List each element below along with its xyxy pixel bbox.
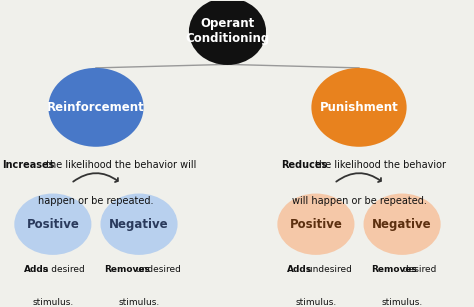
Text: a desired: a desired	[40, 265, 85, 274]
Text: the likelihood the behavior will: the likelihood the behavior will	[43, 160, 196, 170]
Text: Reinforcement: Reinforcement	[47, 101, 145, 114]
Text: Reduces: Reduces	[281, 160, 328, 170]
Ellipse shape	[48, 68, 144, 147]
Ellipse shape	[311, 68, 407, 147]
Text: happen or be repeated.: happen or be repeated.	[38, 196, 154, 206]
Ellipse shape	[189, 0, 266, 65]
Text: Removes: Removes	[104, 265, 150, 274]
Text: Positive: Positive	[27, 218, 79, 231]
Text: stimulus.: stimulus.	[295, 298, 337, 307]
Text: desired: desired	[400, 265, 437, 274]
Text: Increases: Increases	[2, 160, 55, 170]
Text: the likelihood the behavior: the likelihood the behavior	[312, 160, 447, 170]
Ellipse shape	[100, 193, 178, 255]
Text: Adds: Adds	[24, 265, 49, 274]
Text: will happen or be repeated.: will happen or be repeated.	[292, 196, 427, 206]
Text: undesired: undesired	[303, 265, 351, 274]
Text: undesired: undesired	[133, 265, 181, 274]
Text: Positive: Positive	[290, 218, 342, 231]
Ellipse shape	[277, 193, 355, 255]
Text: stimulus.: stimulus.	[118, 298, 160, 307]
Text: Operant
Conditioning: Operant Conditioning	[185, 17, 270, 45]
Ellipse shape	[364, 193, 441, 255]
Text: Negative: Negative	[372, 218, 432, 231]
Text: Adds: Adds	[287, 265, 312, 274]
Text: stimulus.: stimulus.	[32, 298, 73, 307]
Text: Negative: Negative	[109, 218, 169, 231]
Text: Punishment: Punishment	[319, 101, 398, 114]
Text: stimulus.: stimulus.	[382, 298, 423, 307]
Text: Removes: Removes	[371, 265, 417, 274]
Ellipse shape	[14, 193, 91, 255]
